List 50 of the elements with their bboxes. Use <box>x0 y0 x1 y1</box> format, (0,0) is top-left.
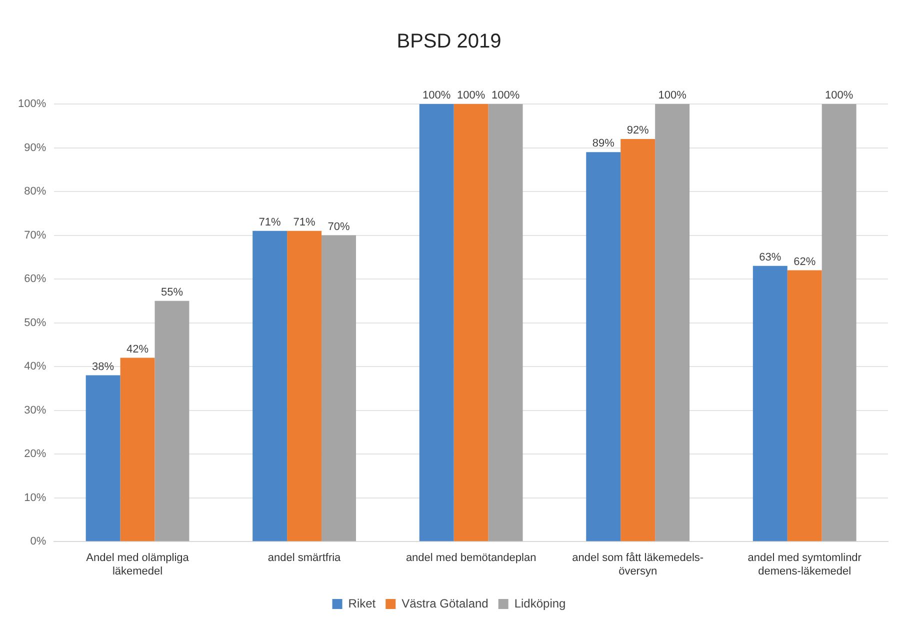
bar <box>586 152 621 542</box>
data-label: 62% <box>794 256 816 268</box>
data-label: 70% <box>328 220 350 233</box>
data-label: 100% <box>456 90 486 102</box>
y-tick-label: 90% <box>24 142 46 154</box>
bar <box>822 104 856 542</box>
y-tick-label: 100% <box>18 98 46 110</box>
bar <box>86 375 120 542</box>
y-tick-label: 0% <box>30 536 46 548</box>
y-tick-label: 40% <box>24 360 46 373</box>
bar <box>655 104 690 542</box>
data-label: 38% <box>92 360 114 373</box>
data-label: 89% <box>592 138 615 150</box>
data-label: 100% <box>491 90 520 102</box>
data-label: 63% <box>759 251 782 264</box>
legend-label: Västra Götaland <box>402 596 488 610</box>
data-label: 71% <box>293 216 316 228</box>
legend-label: Lidköping <box>514 596 566 610</box>
y-tick-label: 20% <box>24 448 46 460</box>
x-tick-label: andel som fått läkemedels- översyn <box>572 552 704 578</box>
data-label: 92% <box>626 124 650 137</box>
bar <box>287 230 322 542</box>
bar <box>620 139 656 542</box>
x-tick-label: andel med bemötandeplan <box>406 552 536 564</box>
x-tick-label: andel smärtfria <box>268 552 342 564</box>
y-tick-label: 70% <box>24 229 46 242</box>
legend-label: Riket <box>348 596 376 610</box>
data-label: 100% <box>422 90 451 102</box>
data-label: 100% <box>825 90 854 102</box>
x-tick-label: andel med symtomlindr demens-läkemedel <box>748 552 862 578</box>
bar <box>120 358 155 542</box>
bar <box>787 270 822 542</box>
bar <box>322 235 356 542</box>
data-label: 100% <box>658 90 687 102</box>
data-label: 71% <box>258 216 282 228</box>
bar <box>419 104 454 542</box>
y-tick-label: 10% <box>24 492 46 504</box>
bar <box>252 230 288 542</box>
y-tick-label: 60% <box>24 273 46 286</box>
chart-title: BPSD 2019 <box>396 30 502 53</box>
bar <box>752 266 788 542</box>
bar <box>488 104 523 542</box>
data-label: 42% <box>126 343 149 356</box>
bar <box>154 300 190 542</box>
y-tick-label: 30% <box>24 404 46 416</box>
y-tick-label: 80% <box>24 186 46 198</box>
x-tick-label: Andel med olämpliga läkemedel <box>86 552 190 578</box>
bar <box>454 104 488 542</box>
y-tick-label: 50% <box>24 316 46 329</box>
data-label: 55% <box>160 286 184 298</box>
